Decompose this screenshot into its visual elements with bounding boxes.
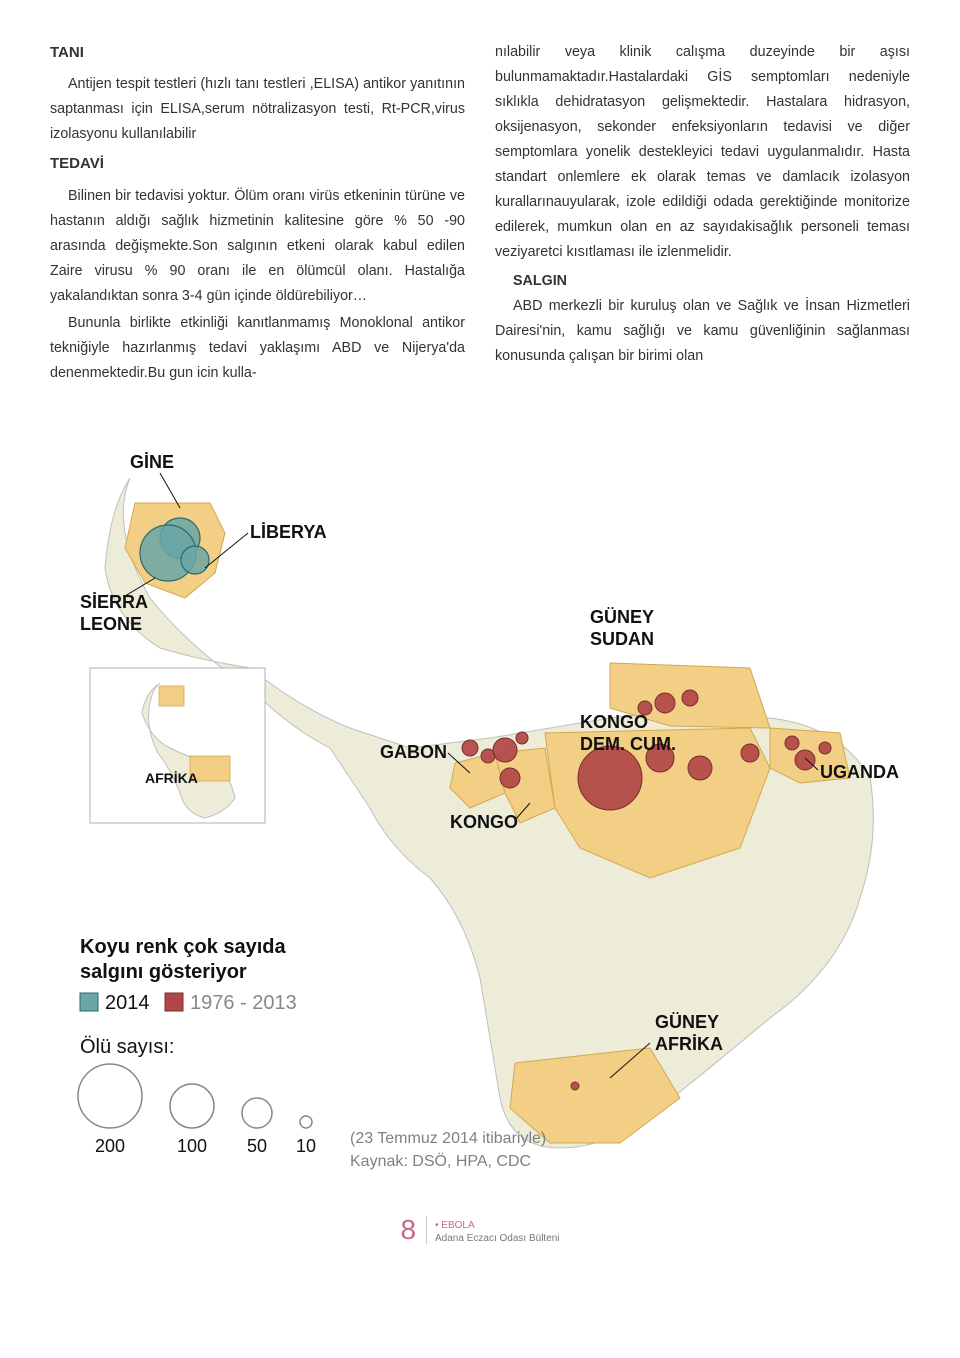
para-right-1: nılabilir veya klinik calışma duzeyinde … [495, 40, 910, 265]
label-kongo: KONGO [450, 812, 518, 832]
legend-size-circle [78, 1064, 142, 1128]
legend-old: 1976 - 2013 [190, 992, 297, 1014]
footer-publication: Adana Eczacı Odası Bülteni [435, 1233, 560, 1244]
outbreak-old-marker [516, 732, 528, 744]
legend-size-label: 10 [296, 1136, 316, 1156]
page-footer: 8 • EBOLA Adana Eczacı Odası Bülteni [0, 1208, 960, 1264]
para-salgin: ABD merkezli bir kuruluş olan ve Sağlık … [495, 294, 910, 369]
legend-deaths: Ölü sayısı: [80, 1036, 174, 1058]
outbreak-old-marker [493, 738, 517, 762]
label-sierra-1: SİERRA [80, 592, 148, 612]
inset-label-africa: AFRİKA [145, 770, 198, 786]
legend-size-circle [170, 1084, 214, 1128]
footer-topic: • EBOLA [435, 1220, 560, 1231]
label-liberya: LİBERYA [250, 522, 327, 542]
heading-salgin: SALGIN [495, 269, 910, 294]
legend-size-label: 100 [177, 1136, 207, 1156]
para-tedavi-1: Bilinen bir tedavisi yoktur. Ölüm oranı … [50, 184, 465, 309]
legend-title-2: salgını gösteriyor [80, 961, 247, 983]
label-gafrika-2: AFRİKA [655, 1034, 723, 1054]
africa-outbreak-map: AFRİKA GİNE LİBERYA SİERRA LEONE GÜNEY S… [50, 408, 910, 1188]
label-gsudan-1: GÜNEY [590, 607, 654, 627]
right-column: nılabilir veya klinik calışma duzeyinde … [495, 40, 910, 388]
source-line-2: Kaynak: DSÖ, HPA, CDC [350, 1152, 531, 1170]
outbreak-old-marker [819, 742, 831, 754]
label-kongodc-2: DEM. CUM. [580, 734, 676, 754]
label-uganda: UGANDA [820, 762, 899, 782]
two-column-text: TANI Antijen tespit testleri (hızlı tanı… [50, 40, 910, 388]
outbreak-old-marker [462, 740, 478, 756]
legend-size-label: 200 [95, 1136, 125, 1156]
legend-size-label: 50 [247, 1136, 267, 1156]
outbreak-old-marker [578, 746, 642, 810]
left-column: TANI Antijen tespit testleri (hızlı tanı… [50, 40, 465, 388]
outbreak-old-marker [655, 693, 675, 713]
legend-2014: 2014 [105, 992, 150, 1014]
outbreak-old-marker [682, 690, 698, 706]
heading-tani: TANI [50, 40, 465, 66]
legend-size-circle [242, 1098, 272, 1128]
legend-title-1: Koyu renk çok sayıda [80, 936, 287, 958]
outbreak-old-marker [688, 756, 712, 780]
page-number: 8 [400, 1216, 427, 1244]
label-gafrika-1: GÜNEY [655, 1012, 719, 1032]
outbreak-old-marker [795, 750, 815, 770]
label-gine: GİNE [130, 452, 174, 472]
para-tedavi-2: Bununla birlikte etkinliği kanıtlanmamış… [50, 311, 465, 386]
outbreak-old-marker [571, 1082, 579, 1090]
label-gsudan-2: SUDAN [590, 629, 654, 649]
source-line-1: (23 Temmuz 2014 itibariyle) [350, 1130, 546, 1147]
label-sierra-2: LEONE [80, 614, 142, 634]
label-kongodc-1: KONGO [580, 712, 648, 732]
outbreak-old-marker [741, 744, 759, 762]
heading-tedavi: TEDAVİ [50, 151, 465, 177]
outbreak-old-marker [500, 768, 520, 788]
para-tani: Antijen tespit testleri (hızlı tanı test… [50, 72, 465, 147]
legend-size-circle [300, 1116, 312, 1128]
outbreak-new-marker [181, 546, 209, 574]
label-gabon: GABON [380, 742, 447, 762]
outbreak-old-marker [785, 736, 799, 750]
